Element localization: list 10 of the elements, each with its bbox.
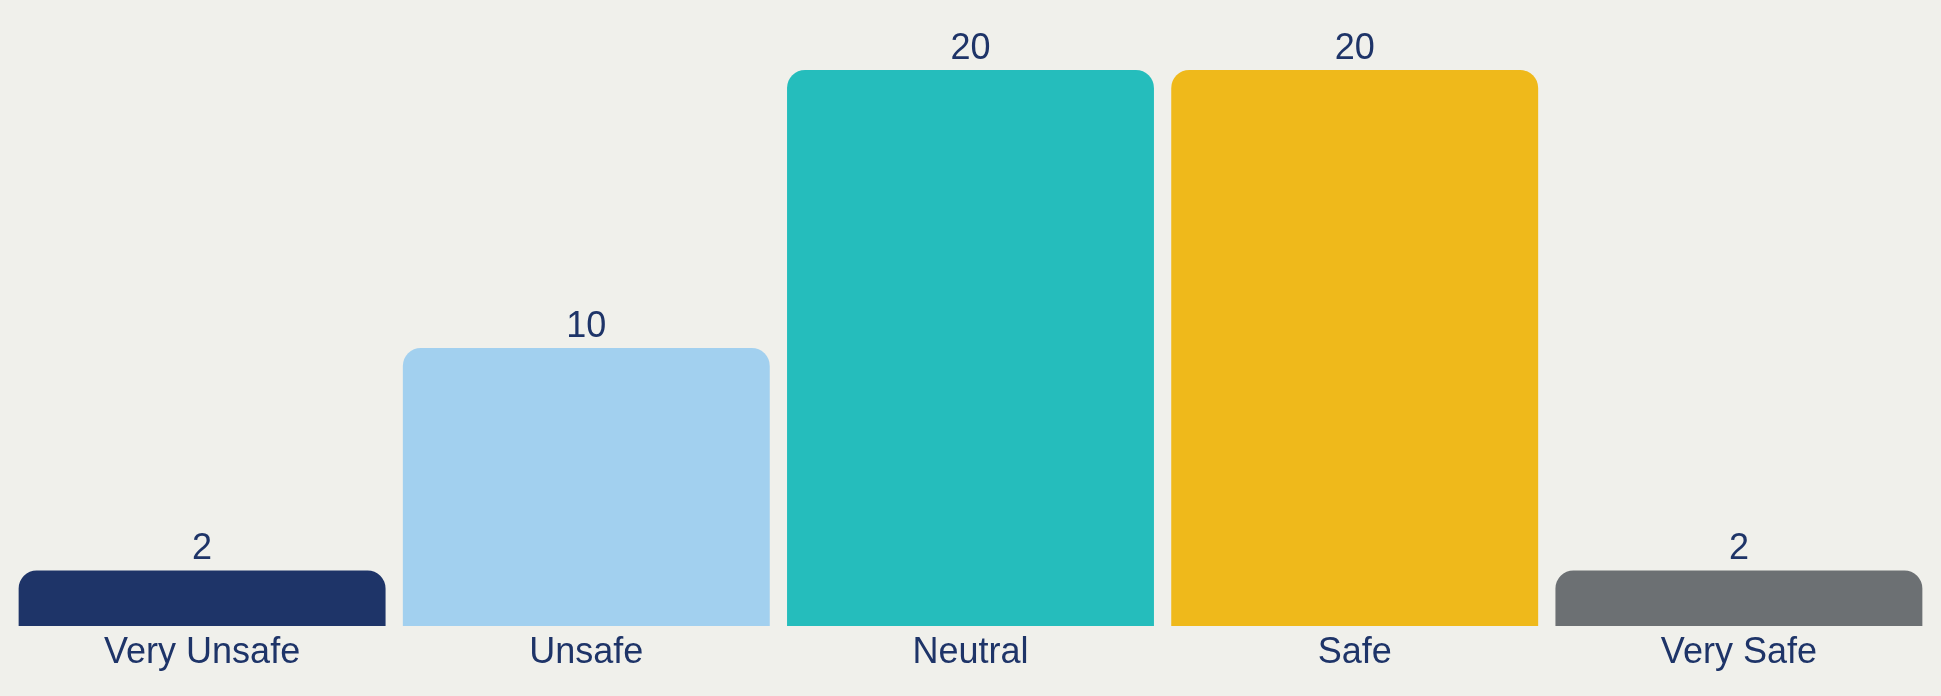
data-label: 20 [950,26,991,67]
x-tick-label: Very Unsafe [104,630,301,671]
x-tick-label: Unsafe [529,630,644,671]
x-tick-label: Safe [1317,630,1392,671]
data-label: 2 [1728,526,1749,568]
x-tick-label: Neutral [912,630,1029,671]
data-label: 20 [1334,26,1375,67]
data-label: 2 [192,526,213,568]
x-tick-label: Very Safe [1660,630,1817,671]
data-label: 10 [566,304,607,345]
